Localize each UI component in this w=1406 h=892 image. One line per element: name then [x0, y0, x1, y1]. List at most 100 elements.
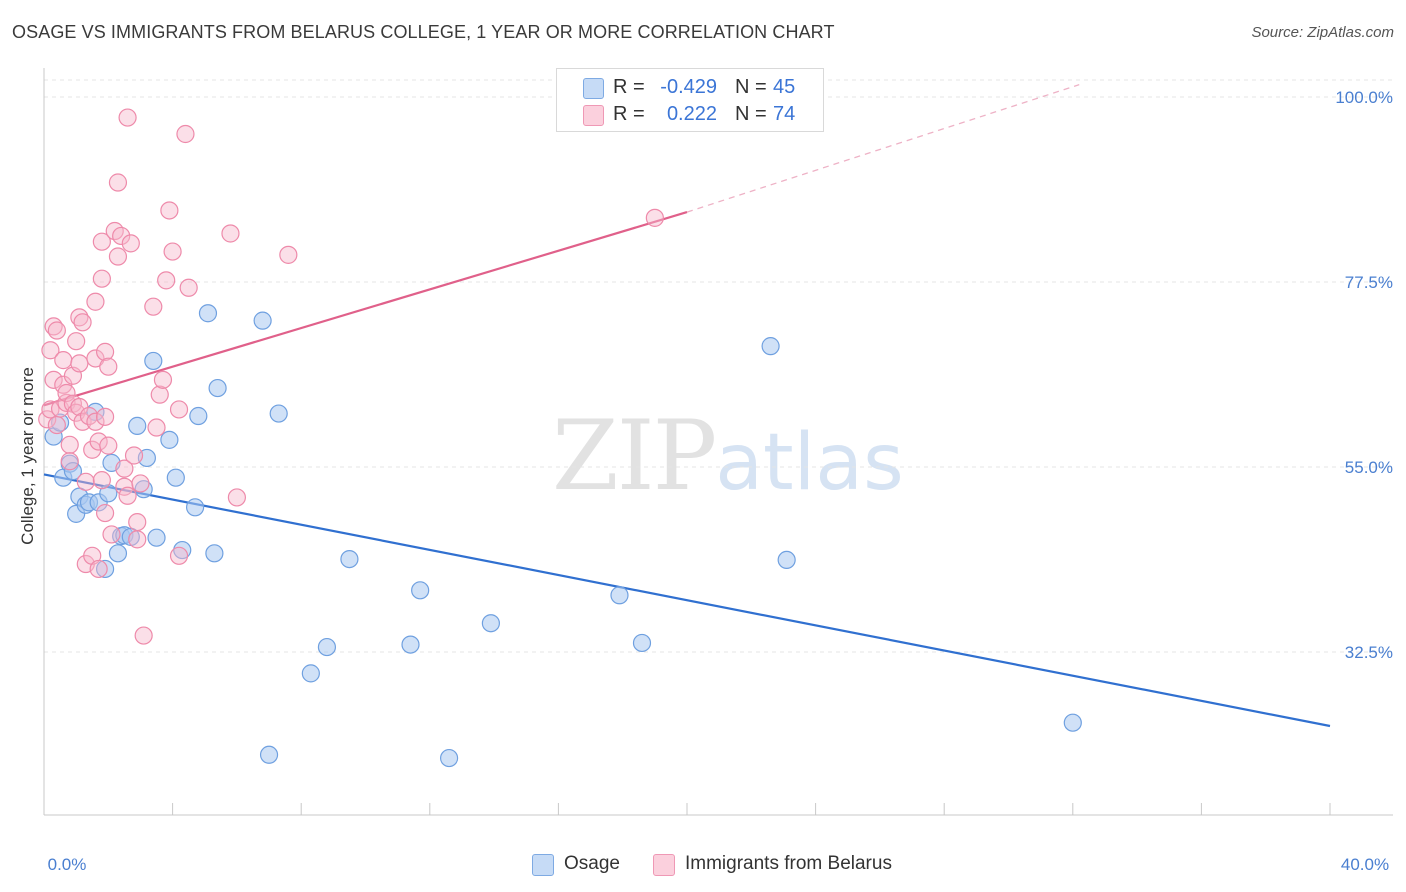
point-belarus: [118, 486, 137, 505]
point-osage: [160, 430, 179, 449]
point-belarus: [279, 245, 298, 264]
point-belarus: [89, 432, 108, 451]
point-belarus: [95, 407, 115, 426]
point-osage: [205, 544, 224, 563]
n-label: N =: [735, 103, 767, 125]
r-label: R =: [613, 76, 645, 98]
point-belarus: [102, 525, 121, 544]
n-value: 74: [773, 103, 796, 125]
point-belarus: [95, 503, 115, 523]
point-belarus: [47, 415, 66, 435]
gridlines: [44, 79, 1393, 653]
point-belarus: [157, 271, 176, 290]
point-osage: [777, 550, 796, 570]
point-osage: [301, 664, 320, 683]
point-osage: [253, 311, 272, 330]
point-belarus: [76, 472, 95, 491]
y-axis-label: College, 1 year or more: [18, 367, 37, 545]
point-belarus: [118, 108, 137, 127]
point-belarus: [86, 292, 105, 311]
point-belarus: [179, 278, 198, 297]
point-osage: [340, 549, 359, 569]
point-osage: [401, 635, 420, 654]
point-osage: [108, 544, 128, 563]
point-osage: [481, 614, 500, 633]
x-tick-label: 0.0%: [48, 855, 87, 874]
point-belarus: [99, 357, 118, 376]
point-osage: [269, 404, 288, 423]
point-belarus: [121, 234, 140, 253]
point-osage: [63, 462, 83, 481]
point-belarus: [134, 626, 153, 645]
point-belarus: [108, 247, 128, 266]
legend-label-osage: Osage: [564, 853, 620, 874]
legend-row-osage: R = -0.429 N = 45: [557, 74, 823, 102]
point-osage: [198, 304, 218, 323]
point-belarus: [73, 313, 92, 332]
trend-line-belarus-extension: [686, 84, 1080, 213]
point-belarus: [44, 370, 63, 389]
point-belarus: [92, 269, 111, 288]
legend-swatch-belarus: [583, 105, 604, 126]
n-label: N =: [735, 76, 767, 98]
correlation-legend: R = -0.429 N = 45 R = 0.222 N = 74: [556, 68, 824, 132]
point-belarus: [89, 559, 108, 579]
y-tick-label: 100.0%: [1335, 88, 1393, 107]
data-points: [38, 108, 1082, 768]
point-belarus: [99, 436, 118, 455]
point-belarus: [70, 354, 89, 373]
point-belarus: [169, 400, 189, 419]
point-osage: [189, 406, 208, 426]
x-tick-label: 40.0%: [1341, 855, 1389, 874]
y-tick-label: 77.5%: [1345, 273, 1393, 292]
point-osage: [95, 559, 115, 579]
point-belarus: [147, 418, 166, 437]
point-belarus: [57, 383, 76, 403]
legend-swatch-belarus: [653, 854, 675, 876]
point-belarus: [108, 173, 128, 192]
point-belarus: [128, 530, 147, 549]
point-belarus: [124, 446, 144, 465]
point-belarus: [221, 224, 240, 243]
point-belarus: [70, 308, 89, 327]
legend-label-belarus: Immigrants from Belarus: [685, 853, 892, 874]
r-label: R =: [613, 103, 645, 125]
point-belarus: [92, 471, 111, 490]
watermark-zip: ZIP: [552, 400, 717, 512]
point-belarus: [41, 341, 60, 360]
point-belarus: [131, 474, 150, 493]
point-osage: [134, 480, 153, 499]
point-belarus: [112, 226, 131, 246]
point-belarus: [60, 452, 79, 471]
point-belarus: [169, 546, 189, 565]
y-tick-label: 32.5%: [1345, 643, 1393, 662]
point-osage: [610, 586, 629, 605]
y-tick-labels: 100.0% 77.5% 55.0% 32.5%: [1335, 88, 1393, 662]
point-belarus: [150, 385, 169, 404]
point-osage: [411, 581, 430, 600]
point-osage: [317, 637, 337, 657]
point-osage: [259, 745, 279, 764]
point-belarus: [144, 297, 163, 316]
point-osage: [166, 468, 185, 487]
point-osage: [128, 416, 147, 435]
y-tick-label: 55.0%: [1345, 458, 1393, 477]
point-belarus: [54, 351, 73, 370]
point-belarus: [176, 124, 195, 144]
point-belarus: [645, 208, 664, 227]
point-belarus: [60, 435, 79, 454]
trend-line-belarus: [43, 211, 688, 407]
point-osage: [1063, 713, 1082, 732]
point-osage: [632, 633, 652, 653]
point-osage: [147, 528, 166, 547]
point-belarus: [115, 459, 134, 478]
point-belarus: [92, 232, 111, 251]
point-osage: [439, 748, 459, 768]
point-belarus: [163, 242, 182, 261]
point-osage: [208, 378, 227, 398]
point-belarus: [47, 321, 66, 340]
trend-line-osage: [43, 473, 1331, 728]
point-belarus: [153, 370, 173, 389]
watermark: ZIPatlas: [552, 400, 904, 512]
